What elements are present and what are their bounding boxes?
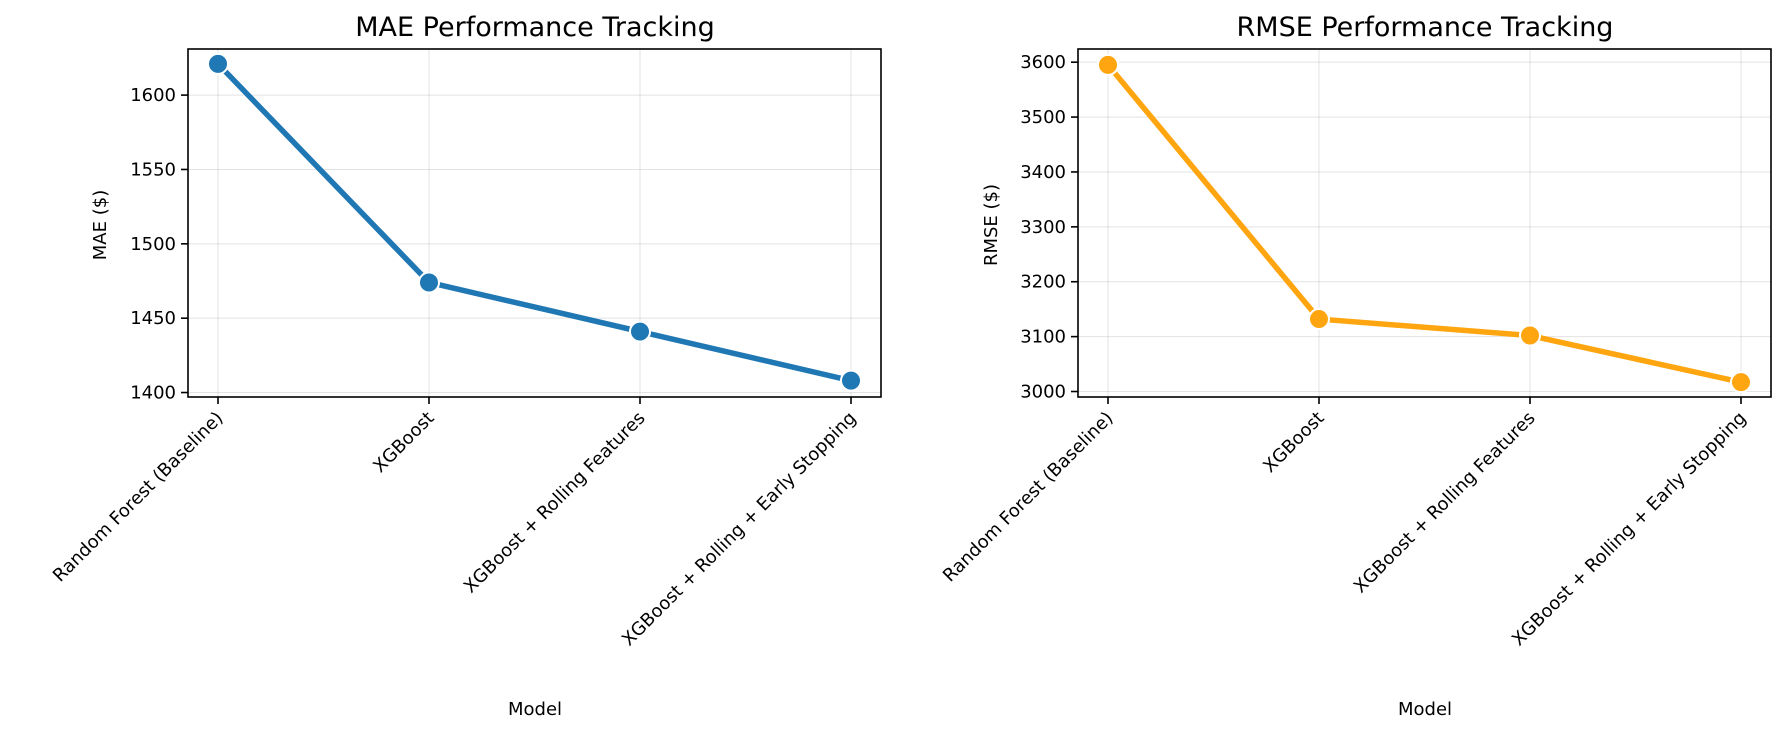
mae-chart-ylabel: MAE ($) bbox=[90, 190, 111, 260]
mae-chart-grid bbox=[188, 49, 881, 397]
rmse-chart-data-point bbox=[1097, 53, 1119, 76]
rmse-chart-ytick-label: 3500 bbox=[1020, 107, 1066, 128]
rmse-chart-data-point bbox=[1308, 308, 1330, 331]
rmse-chart-ytick-label: 3300 bbox=[1020, 217, 1066, 238]
mae-chart-data-point bbox=[418, 271, 440, 294]
mae-chart-ytick-label: 1500 bbox=[130, 234, 176, 255]
mae-chart-ytick-label: 1550 bbox=[130, 159, 176, 180]
rmse-chart-xlabel: Model bbox=[1398, 699, 1452, 720]
rmse-chart-ytick-label: 3100 bbox=[1020, 327, 1066, 348]
rmse-chart-ytick-label: 3000 bbox=[1020, 382, 1066, 403]
mae-chart-ytick-label: 1400 bbox=[130, 383, 176, 404]
rmse-chart-series-line bbox=[1105, 62, 1744, 385]
rmse-chart-data-point bbox=[1519, 324, 1541, 347]
rmse-chart-ytick-label: 3600 bbox=[1020, 52, 1066, 73]
rmse-chart-data-point bbox=[1730, 371, 1752, 394]
mae-chart-title: MAE Performance Tracking bbox=[355, 12, 715, 43]
rmse-chart-ytick-label: 3200 bbox=[1020, 272, 1066, 293]
mae-chart-data-point bbox=[207, 52, 229, 75]
rmse-chart-frame bbox=[1077, 48, 1772, 398]
mae-chart-series-line bbox=[215, 61, 854, 384]
rmse-chart-plot bbox=[1097, 53, 1752, 394]
mae-chart-xlabel: Model bbox=[508, 699, 562, 720]
mae-chart-ytick-label: 1600 bbox=[130, 85, 176, 106]
rmse-chart-ytick-label: 3400 bbox=[1020, 162, 1066, 183]
rmse-chart-title: RMSE Performance Tracking bbox=[1237, 12, 1614, 43]
mae-chart-frame bbox=[187, 48, 882, 398]
mae-chart-data-point bbox=[629, 320, 651, 343]
mae-chart-data-point bbox=[840, 369, 862, 392]
rmse-chart-ylabel: RMSE ($) bbox=[981, 184, 1002, 266]
mae-chart-ytick-label: 1450 bbox=[130, 308, 176, 329]
mae-chart-plot bbox=[207, 52, 862, 392]
